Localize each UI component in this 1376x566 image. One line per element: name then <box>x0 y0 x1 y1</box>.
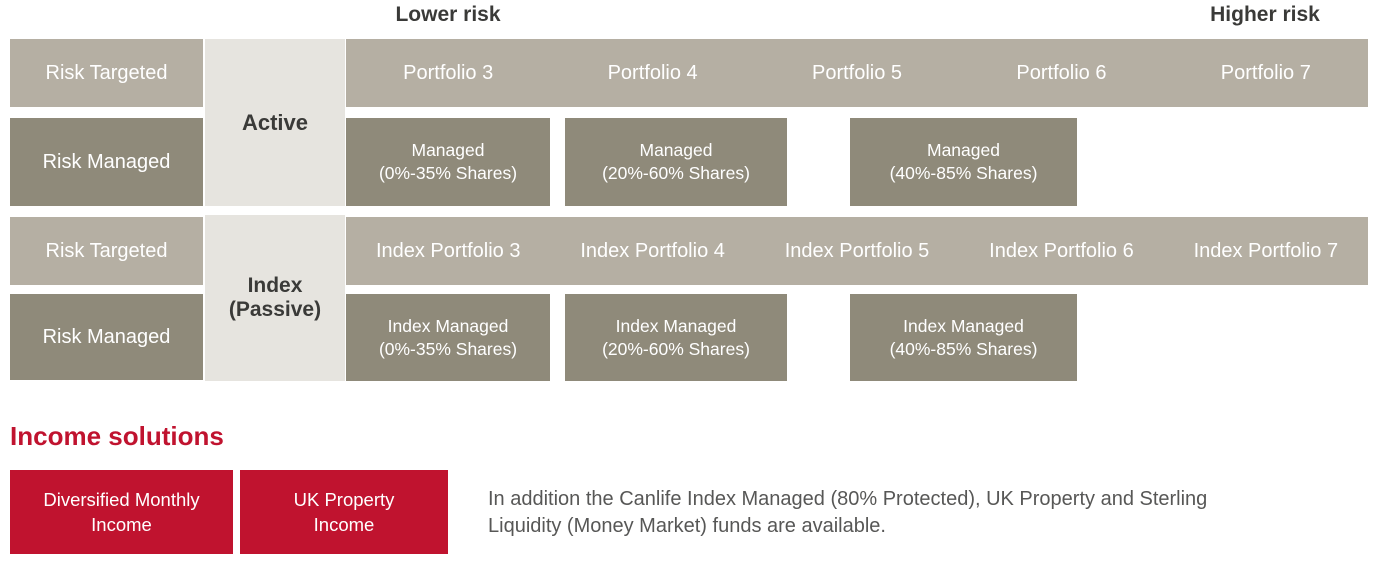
portfolio-6-label: Portfolio 6 <box>1016 61 1107 84</box>
index-portfolio-7-label: Index Portfolio 7 <box>1193 239 1339 262</box>
fund-name: Managed <box>639 140 713 160</box>
fund-name-line2: Income <box>313 514 375 535</box>
income-solutions-heading: Income solutions <box>10 421 224 451</box>
fund-name-line1: Diversified Monthly <box>43 489 200 510</box>
active-risk-managed-row-label: Risk Managed <box>10 118 203 206</box>
fund-shares-range: (20%-60% Shares) <box>602 338 750 359</box>
fund-shares-range: (0%-35% Shares) <box>378 163 518 183</box>
fund-name: Index Managed <box>903 315 1024 336</box>
managed-20-60-box: Managed (20%-60% Shares) <box>565 118 787 206</box>
fund-shares-range: (20%-60% Shares) <box>602 163 750 183</box>
portfolio-4-label: Portfolio 4 <box>607 61 698 84</box>
managed-0-35-box: Managed (0%-35% Shares) <box>346 118 550 206</box>
lower-risk-label: Lower risk <box>395 3 501 26</box>
uk-property-income-box: UK Property Income <box>240 470 448 554</box>
index-style-line1: Index <box>247 274 303 297</box>
index-management-style-cell: Index (Passive) <box>205 215 345 381</box>
fund-name: Managed <box>927 140 1000 160</box>
index-managed-40-85-box: Index Managed (40%-85% Shares) <box>850 294 1077 381</box>
index-risk-targeted-row-label: Risk Targeted <box>10 217 203 285</box>
fund-name-line2: Income <box>91 514 152 535</box>
portfolio-7-label: Portfolio 7 <box>1220 61 1311 84</box>
diversified-monthly-income-box: Diversified Monthly Income <box>10 470 233 554</box>
fund-name: Managed <box>411 140 485 160</box>
active-risk-targeted-row-label: Risk Targeted <box>10 39 203 107</box>
fund-name-line1: UK Property <box>293 489 395 510</box>
fund-name: Index Managed <box>615 315 737 336</box>
fund-shares-range: (40%-85% Shares) <box>889 338 1038 359</box>
managed-40-85-box: Managed (40%-85% Shares) <box>850 118 1077 206</box>
portfolio-3-label: Portfolio 3 <box>403 61 494 84</box>
active-portfolio-bar: Portfolio 3 Portfolio 4 Portfolio 5 Port… <box>346 39 1368 107</box>
index-portfolio-bar: Index Portfolio 3 Index Portfolio 4 Inde… <box>346 217 1368 285</box>
active-management-style-cell: Active <box>205 39 345 206</box>
index-portfolio-5-label: Index Portfolio 5 <box>784 239 930 262</box>
index-style-line2: (Passive) <box>228 298 322 321</box>
index-managed-0-35-box: Index Managed (0%-35% Shares) <box>346 294 550 381</box>
index-managed-20-60-box: Index Managed (20%-60% Shares) <box>565 294 787 381</box>
higher-risk-label: Higher risk <box>1210 3 1320 26</box>
additional-funds-note: In addition the Canlife Index Managed (8… <box>488 488 1208 537</box>
fund-name: Index Managed <box>387 315 509 336</box>
index-portfolio-4-label: Index Portfolio 4 <box>580 239 725 262</box>
index-portfolio-3-label: Index Portfolio 3 <box>375 239 521 262</box>
index-risk-managed-row-label: Risk Managed <box>10 294 203 380</box>
fund-shares-range: (0%-35% Shares) <box>378 338 518 359</box>
index-portfolio-6-label: Index Portfolio 6 <box>989 239 1134 262</box>
portfolio-5-label: Portfolio 5 <box>811 61 903 84</box>
fund-shares-range: (40%-85% Shares) <box>889 163 1038 183</box>
